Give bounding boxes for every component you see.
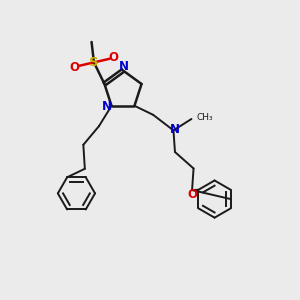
Text: O: O	[70, 61, 80, 74]
Text: CH₃: CH₃	[197, 113, 214, 122]
Text: O: O	[187, 188, 197, 201]
Text: O: O	[108, 51, 118, 64]
Text: N: N	[102, 100, 112, 113]
Text: S: S	[89, 56, 99, 69]
Text: N: N	[119, 60, 129, 73]
Text: N: N	[170, 123, 180, 136]
